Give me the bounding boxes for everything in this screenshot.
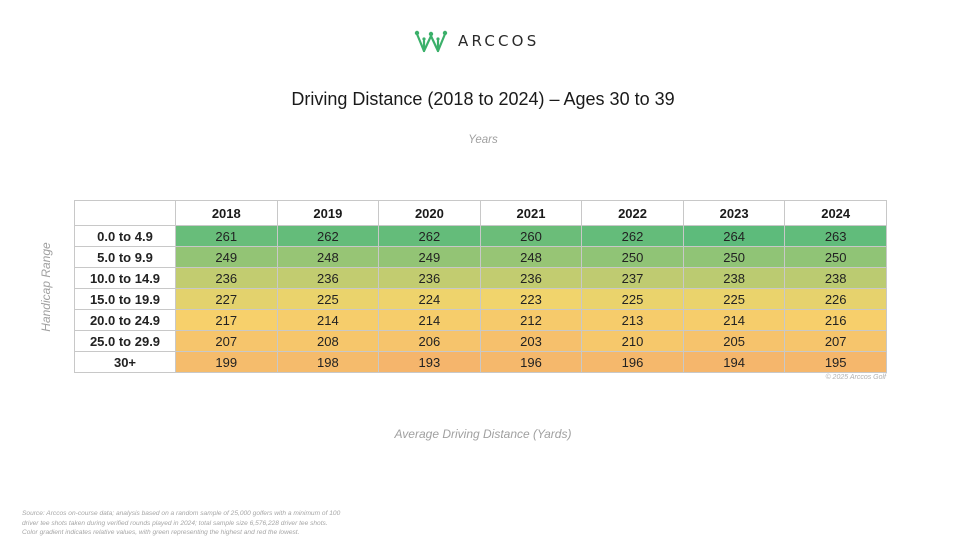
heatmap-cell: 205 xyxy=(682,330,786,352)
heatmap-cell: 238 xyxy=(784,267,887,289)
heatmap-cell: 262 xyxy=(581,225,684,247)
heatmap-cell: 250 xyxy=(682,246,786,268)
year-header: 2021 xyxy=(479,200,583,226)
heatmap-cell: 193 xyxy=(378,351,481,373)
source-note: Source: Arccos on-course data; analysis … xyxy=(22,509,402,538)
heatmap-row: 15.0 to 19.9 227 225 224 223 225 225 226 xyxy=(74,288,887,310)
heatmap-row: 25.0 to 29.9 207 208 206 203 210 205 207 xyxy=(74,330,887,352)
year-header: 2023 xyxy=(682,200,786,226)
handicap-range-label: 30+ xyxy=(74,351,176,373)
heatmap-cell: 225 xyxy=(682,288,786,310)
heatmap-table: 2018 2019 2020 2021 2022 2023 2024 0.0 t… xyxy=(74,200,887,373)
arccos-crown-icon xyxy=(414,30,448,53)
heatmap-cell: 214 xyxy=(378,309,481,331)
heatmap-cell: 216 xyxy=(784,309,887,331)
heatmap-cell: 261 xyxy=(175,225,278,247)
heatmap-cell: 263 xyxy=(784,225,887,247)
heatmap-cell: 198 xyxy=(276,351,380,373)
heatmap-cell: 225 xyxy=(276,288,380,310)
heatmap-cell: 238 xyxy=(682,267,786,289)
heatmap-row: 20.0 to 24.9 217 214 214 212 213 214 216 xyxy=(74,309,887,331)
year-header: 2024 xyxy=(784,200,887,226)
heatmap-row: 10.0 to 14.9 236 236 236 236 237 238 238 xyxy=(74,267,887,289)
corner-cell xyxy=(74,200,176,226)
handicap-range-label: 20.0 to 24.9 xyxy=(74,309,176,331)
heatmap-cell: 236 xyxy=(175,267,278,289)
heatmap-cell: 213 xyxy=(581,309,684,331)
year-header: 2022 xyxy=(581,200,684,226)
heatmap-cell: 194 xyxy=(682,351,786,373)
handicap-range-label: 15.0 to 19.9 xyxy=(74,288,176,310)
year-header: 2018 xyxy=(175,200,278,226)
arccos-wordmark: ARCCOS xyxy=(458,32,540,50)
heatmap-cell: 250 xyxy=(581,246,684,268)
handicap-range-label: 25.0 to 29.9 xyxy=(74,330,176,352)
heatmap-cell: 250 xyxy=(784,246,887,268)
heatmap-row: 30+ 199 198 193 196 196 194 195 xyxy=(74,351,887,373)
year-header: 2020 xyxy=(378,200,481,226)
chart-title: Driving Distance (2018 to 2024) – Ages 3… xyxy=(291,89,675,109)
heatmap-cell: 196 xyxy=(581,351,684,373)
source-line: Source: Arccos on-course data; analysis … xyxy=(22,510,341,517)
heatmap-cell: 248 xyxy=(276,246,380,268)
source-line: Color gradient indicates relative values… xyxy=(22,529,300,536)
heatmap-cell: 203 xyxy=(479,330,583,352)
heatmap-row: 0.0 to 4.9 261 262 262 260 262 264 263 xyxy=(74,225,887,247)
heatmap-cell: 223 xyxy=(479,288,583,310)
heatmap-cell: 212 xyxy=(479,309,583,331)
heatmap-cell: 237 xyxy=(581,267,684,289)
arccos-logo: ARCCOS xyxy=(414,28,539,54)
heatmap-cell: 236 xyxy=(479,267,583,289)
heatmap-cell: 249 xyxy=(175,246,278,268)
y-axis-label: Handicap Range xyxy=(39,242,53,332)
copyright-note: © 2025 Arccos Golf xyxy=(825,374,886,381)
source-line: driver tee shots taken during verified r… xyxy=(22,519,328,527)
heatmap-cell: 227 xyxy=(175,288,278,310)
handicap-range-label: 10.0 to 14.9 xyxy=(74,267,176,289)
heatmap-cell: 224 xyxy=(378,288,481,310)
heatmap-cell: 207 xyxy=(784,330,887,352)
heatmap-cell: 226 xyxy=(784,288,887,310)
heatmap-cell: 248 xyxy=(479,246,583,268)
heatmap-cell: 195 xyxy=(784,351,887,373)
heatmap-cell: 262 xyxy=(276,225,380,247)
heatmap-cell: 196 xyxy=(479,351,583,373)
header-row: 2018 2019 2020 2021 2022 2023 2024 xyxy=(74,200,887,226)
heatmap-cell: 236 xyxy=(378,267,481,289)
heatmap-body: 0.0 to 4.9 261 262 262 260 262 264 263 5.0 to 9.… xyxy=(74,225,887,373)
heatmap-row: 5.0 to 9.9 249 248 249 248 250 250 250 xyxy=(74,246,887,268)
heatmap-cell: 225 xyxy=(581,288,684,310)
heatmap-cell: 214 xyxy=(682,309,786,331)
heatmap-cell: 210 xyxy=(581,330,684,352)
heatmap-cell: 264 xyxy=(682,225,786,247)
value-axis-label: Average Driving Distance (Yards) xyxy=(394,427,572,441)
heatmap-cell: 207 xyxy=(175,330,278,352)
handicap-range-label: 0.0 to 4.9 xyxy=(74,225,176,247)
heatmap-cell: 199 xyxy=(175,351,278,373)
x-axis-label: Years xyxy=(468,134,498,146)
handicap-range-label: 5.0 to 9.9 xyxy=(74,246,176,268)
heatmap-cell: 236 xyxy=(276,267,380,289)
heatmap-cell: 214 xyxy=(276,309,380,331)
heatmap-cell: 208 xyxy=(276,330,380,352)
year-header: 2019 xyxy=(276,200,380,226)
heatmap-cell: 262 xyxy=(378,225,481,247)
heatmap-cell: 206 xyxy=(378,330,481,352)
heatmap-cell: 217 xyxy=(175,309,278,331)
heatmap-cell: 260 xyxy=(479,225,583,247)
heatmap-cell: 249 xyxy=(378,246,481,268)
